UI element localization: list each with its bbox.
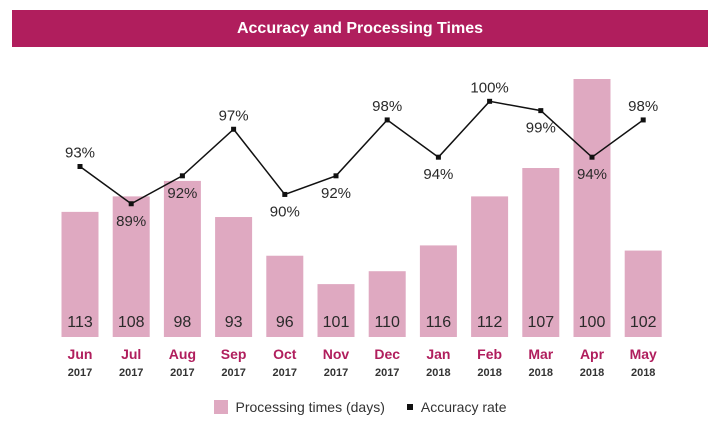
accuracy-line [79,100,644,205]
accuracy-data-label: 92% [321,185,351,202]
year-tick-label: 2018 [580,367,604,379]
month-tick-label: Jun [68,346,93,362]
accuracy-point [589,154,595,160]
legend-item-accuracy: Accuracy rate [406,399,507,415]
accuracy-data-label: 100% [470,79,508,96]
accuracy-point [282,191,288,197]
month-tick-label: Sep [221,346,247,362]
bar-jan [419,245,457,337]
bars-layer [61,79,662,337]
bar-value-label: 96 [276,314,294,331]
bar-value-label: 93 [225,314,243,331]
accuracy-data-label: 97% [219,107,249,124]
month-tick-label: Mar [528,346,553,362]
accuracy-point [384,117,390,123]
legend-bar-swatch [213,400,228,414]
bar-value-label: 107 [527,314,554,331]
bar-value-label: 110 [374,314,400,331]
chart-title: Accuracy and Processing Times [236,19,484,37]
year-tick-label: 2017 [68,367,92,379]
accuracy-data-label: 98% [628,98,658,115]
year-tick-label: 2018 [477,367,501,379]
accuracy-point [231,126,237,132]
accuracy-data-label: 94% [423,166,453,183]
legend-label-accuracy: Accuracy rate [420,399,507,415]
year-tick-label: 2017 [324,367,348,379]
accuracy-data-label: 89% [116,213,146,230]
accuracy-data-label: 92% [167,185,197,202]
accuracy-point [179,173,185,179]
bar-jun [61,211,99,337]
year-tick-label: 2017 [119,367,143,379]
bar-value-label: 102 [630,314,657,331]
month-tick-label: Aug [169,346,196,362]
year-tick-label: 2017 [221,367,245,379]
bar-value-label: 100 [579,314,606,331]
month-tick-label: Apr [580,346,605,362]
month-tick-label: Jan [426,346,450,362]
bar-value-label: 108 [118,314,145,331]
bar-value-label: 98 [174,314,192,331]
year-tick-label: 2017 [170,367,194,379]
legend: Processing times (days) Accuracy rate [0,396,720,418]
accuracy-point [333,173,339,179]
year-tick-label: 2018 [529,367,553,379]
bar-nov [317,284,355,337]
labels-layer: 113 Jun 2017 108 Jul 2017 98 Aug 2017 93 Sep 2017 96… [65,79,658,379]
bar-jul [112,196,150,337]
bar-apr [573,79,611,337]
legend-label-processing: Processing times (days) [235,399,385,415]
bar-dec [368,271,406,337]
accuracy-point [435,154,441,160]
month-tick-label: Feb [477,346,502,362]
accuracy-line-layer [77,98,646,207]
month-tick-label: Nov [323,346,350,362]
accuracy-point [128,201,134,207]
month-tick-label: Dec [374,346,400,362]
accuracy-point [538,108,544,114]
legend-dot-swatch [406,404,413,410]
accuracy-point [640,117,646,123]
year-tick-label: 2018 [631,367,655,379]
bar-aug [163,180,201,337]
accuracy-data-label: 98% [372,98,402,115]
year-tick-label: 2018 [426,367,450,379]
accuracy-data-label: 99% [526,120,556,137]
accuracy-point [487,98,493,104]
chart-title-bar: Accuracy and Processing Times [12,10,708,47]
accuracy-data-label: 93% [65,145,95,162]
legend-item-processing: Processing times (days) [213,399,385,415]
month-tick-label: Oct [273,346,297,362]
month-tick-label: Jul [121,346,141,362]
accuracy-point [77,164,83,169]
year-tick-label: 2017 [375,367,399,379]
accuracy-data-label: 94% [577,166,607,183]
bar-value-label: 112 [477,314,503,331]
year-tick-label: 2017 [273,367,297,379]
bar-may [624,250,662,337]
bar-oct [266,255,304,337]
bar-feb [471,196,509,337]
accuracy-data-label: 90% [270,203,300,220]
bar-value-label: 113 [67,314,93,331]
bar-sep [215,217,253,337]
bar-mar [522,168,560,337]
month-tick-label: May [630,346,657,362]
bar-value-label: 116 [426,314,452,331]
bar-value-label: 101 [323,314,350,331]
